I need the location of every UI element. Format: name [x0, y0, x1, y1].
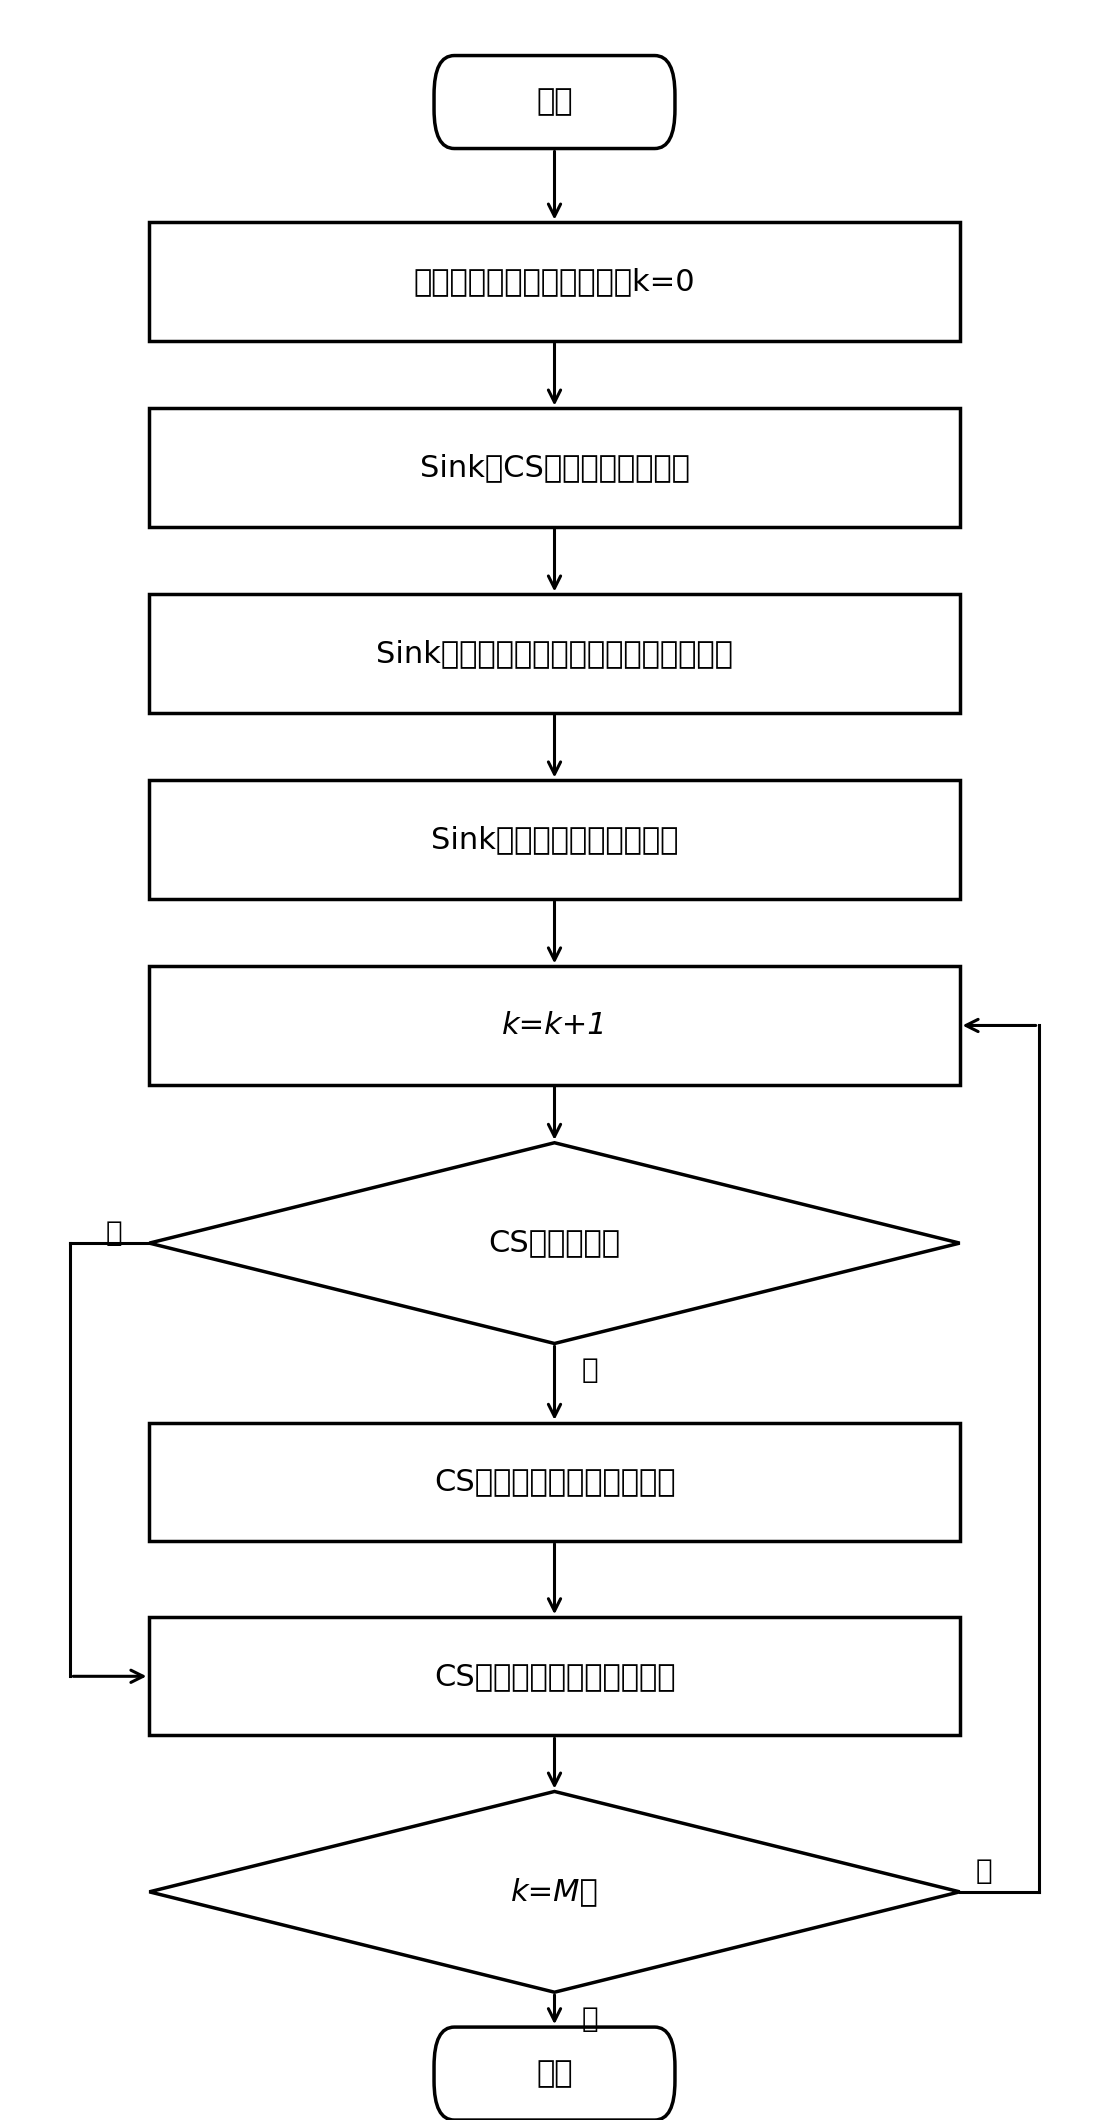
Text: 结束: 结束: [537, 2059, 572, 2089]
Text: 否: 否: [976, 1857, 993, 1885]
Polygon shape: [150, 1791, 959, 1993]
Text: CS在授权频段进行数据传输: CS在授权频段进行数据传输: [434, 1468, 675, 1497]
Bar: [150, 1423, 959, 1542]
Bar: [150, 781, 959, 900]
Bar: [150, 408, 959, 527]
Text: 否: 否: [105, 1219, 122, 1246]
Bar: [150, 593, 959, 713]
Bar: [150, 1617, 959, 1736]
Bar: [150, 966, 959, 1085]
Text: Sink和CS进行信道质量评估: Sink和CS进行信道质量评估: [419, 453, 690, 483]
FancyBboxPatch shape: [434, 2027, 675, 2121]
Text: Sink对传输时间和发射功率进行联合优化: Sink对传输时间和发射功率进行联合优化: [376, 638, 733, 668]
Text: CS在授权频段进行能量收集: CS在授权频段进行能量收集: [434, 1661, 675, 1691]
Text: 开始: 开始: [537, 87, 572, 117]
Text: 建立星型认知无线传感网，k=0: 建立星型认知无线传感网，k=0: [414, 268, 695, 296]
Polygon shape: [150, 1142, 959, 1344]
Text: k=M？: k=M？: [510, 1878, 599, 1906]
Text: k=k+1: k=k+1: [501, 1010, 608, 1040]
Text: CS数据传输？: CS数据传输？: [488, 1229, 621, 1257]
Text: Sink广播最优资源分配结果: Sink广播最优资源分配结果: [430, 825, 679, 855]
Text: 是: 是: [582, 2006, 599, 2033]
Bar: [150, 223, 959, 340]
Text: 是: 是: [582, 1357, 599, 1385]
FancyBboxPatch shape: [434, 55, 675, 149]
